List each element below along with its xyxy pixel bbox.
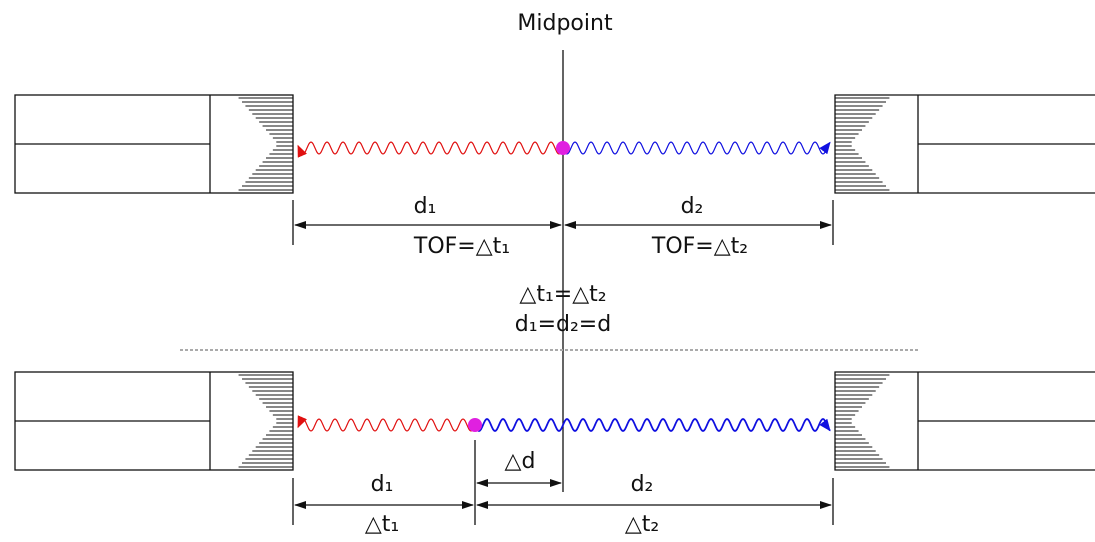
tof-label: TOF=△t₁ <box>413 234 510 259</box>
wave <box>562 141 831 155</box>
time-label: △t₂ <box>625 512 659 537</box>
source-dot <box>468 418 482 432</box>
condition-label: d₁=d₂=d <box>515 312 611 337</box>
condition-label: △t₁=△t₂ <box>519 282 606 307</box>
distance-label: d₂ <box>631 472 654 497</box>
distance-label: d₁ <box>414 194 437 219</box>
detector <box>834 371 1095 471</box>
wave <box>297 141 564 158</box>
detector <box>834 94 1095 194</box>
tof-label: TOF=△t₂ <box>651 234 748 259</box>
wave <box>297 415 476 432</box>
source-dot <box>556 141 570 155</box>
layout <box>14 50 1095 525</box>
distance-label: d₁ <box>371 472 394 497</box>
wave <box>474 418 831 432</box>
delta-label: △d <box>505 449 536 474</box>
distance-label: d₂ <box>681 194 704 219</box>
time-label: △t₁ <box>365 512 399 537</box>
midpoint-label: Midpoint <box>517 11 613 36</box>
